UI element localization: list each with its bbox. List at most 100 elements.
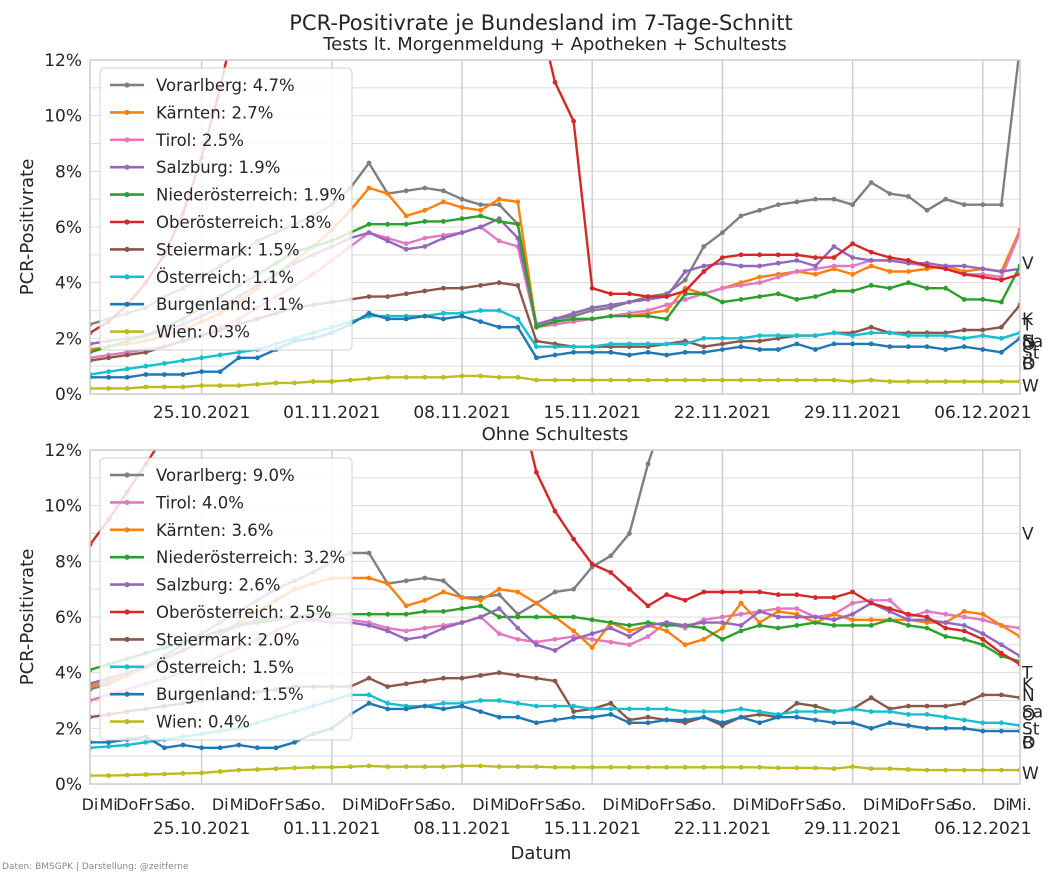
data-point: [255, 381, 260, 387]
data-point: [961, 297, 967, 302]
data-point: [329, 764, 335, 770]
data-point: [775, 592, 781, 598]
data-point: [515, 283, 521, 288]
data-point: [627, 313, 632, 319]
data-point: [906, 379, 911, 384]
data-point: [850, 333, 855, 338]
weekday-tick-label: Fr: [138, 795, 153, 814]
data-point: [850, 764, 855, 770]
data-point: [887, 379, 893, 384]
weekday-tick-label: Mi: [620, 795, 638, 814]
data-point: [478, 224, 483, 230]
data-point: [887, 330, 893, 336]
data-point: [887, 255, 893, 260]
data-point: [441, 219, 446, 224]
data-point: [980, 631, 986, 637]
data-point: [906, 269, 911, 274]
data-point: [422, 703, 428, 709]
data-point: [775, 202, 781, 208]
data-point: [813, 595, 818, 600]
data-point: [608, 341, 614, 347]
data-point: [552, 614, 558, 620]
weekday-tick-label: Sa: [805, 795, 825, 814]
data-point: [999, 349, 1004, 355]
data-point: [850, 589, 855, 595]
data-point: [868, 263, 874, 269]
data-point: [571, 714, 576, 720]
data-point: [571, 118, 576, 124]
data-point: [403, 246, 409, 252]
data-point: [850, 271, 855, 277]
data-point: [850, 263, 855, 269]
data-point: [813, 263, 818, 269]
data-point: [180, 771, 186, 776]
data-point: [385, 316, 390, 322]
data-point: [999, 650, 1004, 656]
data-point: [738, 611, 744, 617]
data-point: [850, 611, 855, 617]
data-point: [441, 764, 446, 770]
data-point: [980, 297, 986, 302]
series-end-label: N: [1022, 686, 1035, 706]
data-point: [813, 709, 818, 714]
weekday-tick-label: So.: [822, 795, 847, 814]
data-point: [608, 764, 614, 770]
data-point: [366, 185, 372, 191]
legend-entry: Salzburg: 2.6%: [156, 576, 280, 595]
figure-title: PCR-Positivrate je Bundesland im 7-Tage-…: [289, 11, 793, 35]
data-point: [329, 379, 335, 384]
data-point: [757, 709, 762, 714]
data-point: [385, 238, 390, 244]
data-point: [980, 379, 986, 384]
data-point: [980, 617, 986, 623]
data-point: [720, 260, 725, 266]
data-point: [608, 553, 614, 559]
data-point: [980, 202, 986, 208]
weekday-tick-label: Mi.: [1008, 795, 1031, 814]
data-point: [143, 772, 149, 777]
data-point: [608, 625, 614, 631]
data-point: [645, 313, 651, 319]
data-point: [366, 160, 372, 166]
data-point: [385, 700, 390, 706]
data-point: [868, 324, 874, 330]
data-point: [738, 335, 744, 341]
data-point: [999, 767, 1004, 773]
data-point: [255, 767, 260, 772]
y-tick-label: 4%: [55, 274, 82, 294]
weekday-tick-label: So.: [301, 795, 326, 814]
data-point: [515, 636, 521, 642]
data-point: [422, 244, 428, 249]
weekday-tick-label: Di: [82, 795, 99, 814]
data-point: [441, 310, 446, 316]
legend: Vorarlberg: 4.7% Kärnten: 2.7% Tirol: 2.5%…: [99, 67, 353, 351]
weekday-tick-label: Sa: [415, 795, 435, 814]
plot-frame: [89, 449, 1021, 785]
data-point: [794, 765, 800, 771]
data-point: [292, 739, 297, 745]
data-point: [552, 717, 558, 723]
data-point: [403, 681, 409, 687]
data-point: [906, 333, 911, 338]
data-point: [459, 285, 465, 291]
data-point: [496, 324, 502, 330]
data-point: [831, 611, 837, 617]
data-point: [422, 634, 428, 639]
data-point: [999, 642, 1004, 648]
legend-entry: Vorarlberg: 9.0%: [156, 466, 295, 485]
legend-entry: Niederösterreich: 1.9%: [156, 186, 345, 205]
data-point: [813, 333, 818, 338]
data-point: [403, 706, 409, 712]
data-point: [980, 642, 986, 648]
data-point: [645, 603, 651, 609]
data-point: [552, 352, 558, 358]
series-end-label: N: [1022, 332, 1035, 352]
data-point: [701, 269, 707, 274]
data-point: [980, 327, 986, 333]
data-point: [403, 213, 409, 219]
data-point: [589, 706, 595, 712]
weekday-tick-label: Fr: [269, 795, 284, 814]
data-point: [701, 244, 707, 249]
data-point: [980, 347, 986, 352]
data-point: [887, 597, 893, 603]
